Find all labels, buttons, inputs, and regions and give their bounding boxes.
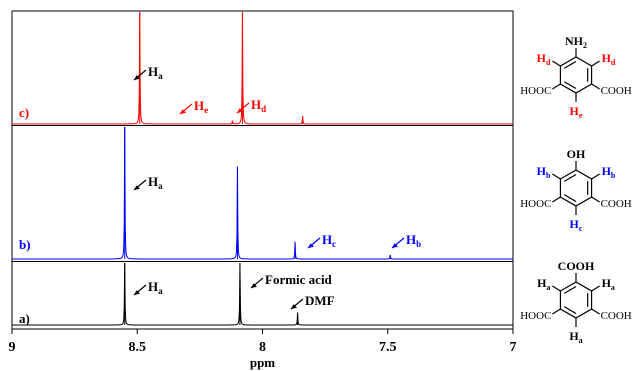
spectrum-plot: c) Ha He Hd b) Ha Hc Hb a) Ha Formic acid DMF 9 8.5 8 7…	[9, 10, 517, 370]
proton-bottom: Hc	[570, 217, 583, 233]
annotation-text: Hc	[322, 232, 336, 249]
bond	[591, 173, 600, 180]
spectrum-line-a	[12, 262, 513, 326]
spectrum-line-c	[12, 11, 513, 125]
proton-bottom: Ha	[569, 329, 582, 345]
proton-left: Hb	[537, 164, 551, 180]
x-tick-label: 7	[510, 340, 517, 355]
group-right: COOH	[601, 198, 632, 210]
structure-b: OH Hc Hb Hb HOOC COOH	[520, 147, 632, 233]
bond	[591, 285, 600, 292]
arrow-head	[134, 75, 140, 80]
benzene-ring	[559, 281, 593, 319]
proton-bottom: He	[570, 104, 583, 120]
annotation-text: Hb	[406, 232, 421, 249]
double-bond	[564, 306, 577, 315]
panel-label-a: a)	[19, 311, 30, 326]
x-tick-label: 7.5	[379, 340, 397, 355]
panel-label-b: b)	[19, 237, 31, 252]
bond	[591, 308, 600, 315]
structure-c: NH2 He Hd Hd HOOC COOH	[520, 34, 632, 120]
bond	[552, 308, 561, 315]
group-left: HOOC	[520, 198, 551, 210]
annotation-text: Ha	[148, 279, 163, 296]
peak-annotation: Formic acid	[250, 272, 333, 289]
arrow-head	[134, 185, 140, 190]
bond	[552, 196, 561, 203]
double-bond	[564, 173, 577, 182]
peak-annotation: Ha	[133, 64, 163, 81]
benzene-ring	[559, 169, 593, 207]
double-bond	[564, 81, 577, 90]
x-axis-title: ppm	[250, 355, 275, 370]
substituent-top: COOH	[558, 259, 595, 273]
arrow-head	[134, 290, 140, 295]
bond	[552, 285, 561, 292]
arrow-head	[180, 109, 186, 114]
proton-left: Hd	[537, 51, 551, 67]
peak-annotation: Ha	[133, 174, 163, 191]
arrow-head	[291, 304, 297, 309]
group-left: HOOC	[520, 85, 551, 97]
proton-left: Ha	[537, 276, 550, 292]
bond	[591, 60, 600, 67]
arrow-head	[308, 243, 314, 248]
proton-right: Hb	[602, 164, 616, 180]
spectrum-line-b	[12, 126, 513, 260]
peak-annotation: Hd	[236, 97, 266, 114]
proton-right: Hd	[602, 51, 616, 67]
x-tick-label: 8	[259, 340, 266, 355]
proton-right: Ha	[602, 276, 615, 292]
arrow-head	[237, 108, 243, 113]
group-right: COOH	[601, 85, 632, 97]
structure-a: COOH Ha Ha Ha HOOC COOH	[520, 259, 632, 345]
panel-label-c: c)	[19, 105, 29, 120]
annotation-text: Ha	[148, 64, 163, 81]
annotation-text: He	[194, 98, 208, 115]
substituent-top: OH	[567, 147, 586, 161]
bond	[591, 83, 600, 90]
substituent-top: NH2	[565, 34, 587, 50]
peak-annotation: He	[179, 98, 208, 115]
bond	[552, 83, 561, 90]
peak-annotation: Ha	[133, 279, 163, 296]
annotation-text: Formic acid	[265, 272, 333, 287]
double-bond	[564, 60, 577, 69]
x-tick-label: 8.5	[129, 340, 147, 355]
bond	[552, 173, 561, 180]
bond	[552, 60, 561, 67]
group-left: HOOC	[520, 310, 551, 322]
bond	[591, 196, 600, 203]
structures: NH2 He Hd Hd HOOC COOH OH Hc Hb Hb HOOC COOH COOH Ha H…	[520, 34, 632, 345]
peak-annotation: Hb	[391, 232, 421, 249]
x-tick-label: 9	[9, 340, 16, 355]
annotation-text: Hd	[251, 97, 266, 114]
annotation-text: DMF	[305, 293, 335, 308]
peak-annotation: DMF	[290, 293, 335, 310]
annotation-text: Ha	[148, 174, 163, 191]
peak-annotation: Hc	[307, 232, 336, 249]
arrow-head	[392, 243, 398, 248]
group-right: COOH	[601, 310, 632, 322]
double-bond	[564, 194, 577, 203]
arrow-head	[251, 283, 257, 288]
double-bond	[564, 285, 577, 294]
benzene-ring	[559, 56, 593, 94]
plot-frame	[11, 10, 514, 330]
